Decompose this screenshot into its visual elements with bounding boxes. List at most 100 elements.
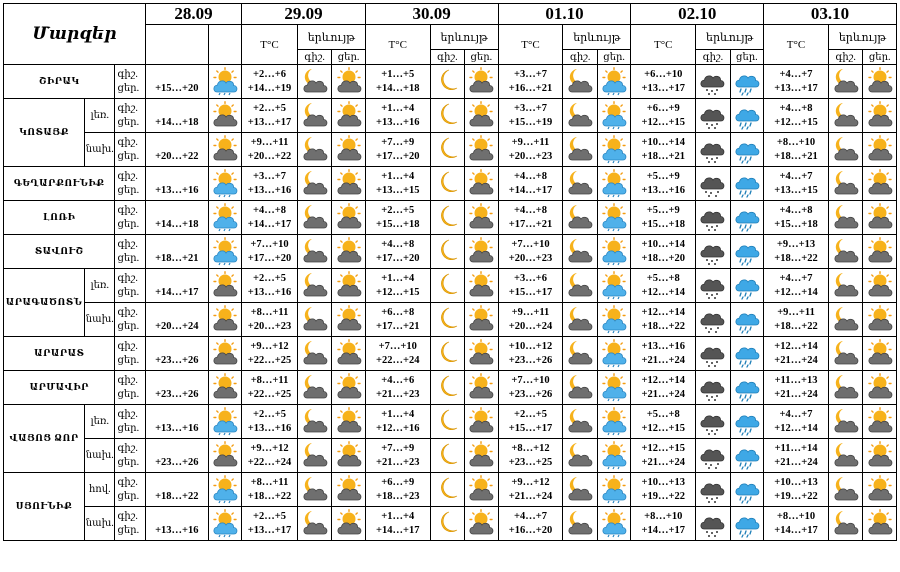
moon-cloud-icon	[829, 135, 861, 164]
sun-cloud-icon	[466, 203, 497, 232]
temp-cell: +1…+4 +14…+17	[364, 506, 431, 541]
temp-cell: +9…+11 +20…+23	[497, 132, 564, 167]
cloud-storm-icon	[697, 305, 729, 334]
night-subheader: գիշ.	[695, 49, 731, 65]
weather-cell	[729, 438, 765, 473]
table-row: ՇԻՐԱԿ գիշ. ցեր. +15…+20 +2…+6 +14…+19 +1…+5 +…	[2, 64, 897, 99]
moon-cloud-icon	[564, 373, 596, 402]
sun-cloud-rain-icon	[598, 373, 629, 402]
weather-cell	[695, 166, 731, 201]
night-temp: +8…+11	[250, 476, 289, 488]
night-label: գիշ.	[117, 170, 138, 182]
temp-cell: +10…+13 +19…+22	[630, 472, 697, 507]
day-label: ցեր.	[117, 184, 140, 196]
day-temp: +21…+24	[641, 354, 685, 366]
temp-cell: +14…+18	[144, 98, 209, 133]
table-row: ՍՅՈՒՆԻՔ հով. գիշ. ցեր. +18…+22 +8…+11 +18…+22…	[2, 472, 897, 541]
temp-cell: +4…+8 +15…+18	[763, 200, 829, 235]
day-temp: +12…+15	[375, 286, 420, 298]
weather-cell	[827, 234, 864, 269]
weather-cell	[695, 268, 731, 303]
night-label: գիշ.	[117, 510, 138, 522]
cloud-rain-blue-icon	[731, 203, 762, 232]
temp-cell: +7…+10 +23…+26	[497, 370, 564, 405]
weather-cell	[207, 166, 243, 201]
weather-cell	[862, 200, 897, 235]
sun-cloud-icon	[864, 67, 896, 96]
moon-cloud-icon	[829, 305, 861, 334]
cloud-rain-blue-icon	[731, 67, 762, 96]
day-temp: +18…+21	[155, 253, 199, 264]
moon-cloud-icon	[829, 407, 861, 436]
temp-header: T°C	[497, 24, 564, 65]
weather-cell	[207, 200, 243, 235]
cloud-rain-blue-icon	[731, 169, 762, 198]
moon-cloud-icon	[829, 441, 861, 470]
night-temp: +4…+7	[779, 68, 813, 80]
weather-cell	[464, 98, 499, 133]
temp-cell: +10…+14 +18…+21	[630, 132, 697, 167]
night-temp: +6…+9	[646, 102, 680, 114]
weather-cell	[464, 64, 499, 99]
sun-cloud-icon	[209, 305, 240, 334]
temp-cell: +11…+14 +21…+24	[763, 438, 829, 473]
day-temp: +14…+18	[375, 82, 420, 94]
temp-cell: +9…+13 +18…+22	[763, 234, 829, 269]
weather-cell	[207, 370, 243, 405]
temp-header: T°C	[364, 24, 431, 65]
sun-cloud-icon	[864, 509, 896, 538]
day-temp: +15…+20	[155, 83, 199, 94]
cloud-rain-blue-icon	[731, 305, 762, 334]
night-temp: +2…+5	[514, 408, 547, 420]
day-subheader: ցեր.	[596, 49, 632, 65]
moon-cloud-icon	[564, 305, 596, 334]
weather-cell	[296, 370, 333, 405]
sun-cloud-rain-icon	[598, 101, 629, 130]
night-temp: +7…+10	[511, 238, 550, 250]
day-temp: +18…+22	[774, 320, 818, 332]
sun-cloud-rain-icon	[209, 475, 240, 504]
day-temp: +15…+18	[641, 218, 685, 230]
sun-cloud-icon	[466, 441, 497, 470]
weather-cell	[729, 166, 765, 201]
weather-cell	[207, 302, 243, 337]
weather-cell	[429, 472, 466, 507]
weather-cell	[296, 438, 333, 473]
temp-header: T°C	[763, 24, 829, 65]
temp-cell: +1…+4 +12…+16	[364, 404, 431, 439]
night-temp: +4…+7	[779, 272, 813, 284]
moon-cloud-icon	[829, 203, 861, 232]
night-label: գիշ.	[117, 408, 138, 420]
night-temp: +10…+13	[641, 476, 685, 488]
temp-cell: +9…+12 +21…+24	[497, 472, 564, 507]
night-subheader: գիշ.	[562, 49, 598, 65]
day-subheader: ցեր.	[729, 49, 765, 65]
weather-cell	[331, 166, 366, 201]
weather-cell	[207, 132, 243, 167]
night-temp: +4…+8	[381, 238, 415, 250]
moon-cloud-icon	[298, 101, 330, 130]
cloud-rain-icon	[697, 135, 729, 164]
sun-cloud-icon	[864, 407, 896, 436]
weather-cell	[827, 438, 864, 473]
weather-cell	[296, 268, 333, 303]
weather-cell	[729, 132, 765, 167]
moon-cloud-icon	[564, 169, 596, 198]
night-day-label: գիշ. ցեր.	[114, 336, 146, 371]
moon-icon	[431, 237, 463, 266]
weather-cell	[296, 166, 333, 201]
table-row: նախ. գիշ. ցեր. +20…+24 +8…+11 +20…+23 +6…+8 +…	[4, 302, 897, 337]
moon-icon	[431, 305, 463, 334]
day-temp: +14…+18	[155, 219, 199, 230]
temp-cell: +5…+9 +13…+16	[630, 166, 697, 201]
night-temp: +2…+5	[253, 102, 286, 114]
sub-region-label: նախ.	[84, 438, 116, 473]
date-header: 02.10	[630, 3, 765, 25]
sun-cloud-icon	[466, 373, 497, 402]
weather-cell	[827, 302, 864, 337]
sun-cloud-icon	[864, 441, 896, 470]
day-temp: +16…+21	[508, 82, 553, 94]
weather-cell	[862, 166, 897, 201]
weather-cell	[429, 98, 466, 133]
night-temp: +8…+10	[776, 136, 816, 148]
